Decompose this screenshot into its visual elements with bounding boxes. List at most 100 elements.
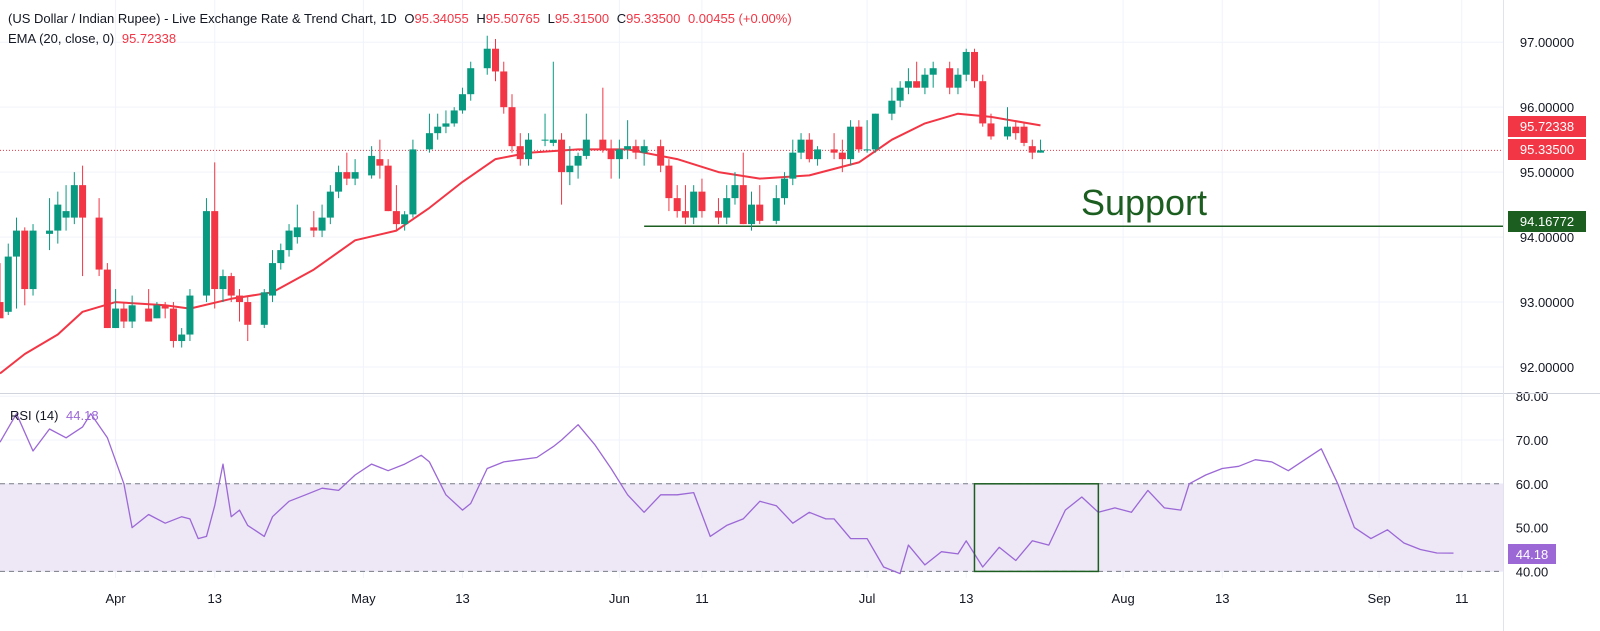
rsi-tick-label: 60.00 xyxy=(1516,477,1549,492)
rsi-line xyxy=(0,413,1454,575)
candle-body xyxy=(665,165,673,199)
chart-legend-title[interactable]: (US Dollar / Indian Rupee) - Live Exchan… xyxy=(8,11,792,26)
x-tick-label: 11 xyxy=(1455,591,1469,606)
candle-body xyxy=(962,51,970,75)
candle-body xyxy=(541,139,549,141)
candle-body xyxy=(244,302,252,325)
candle-body xyxy=(1012,126,1020,134)
candle-body xyxy=(830,149,838,153)
candle-body xyxy=(549,139,557,143)
candle-body xyxy=(558,139,566,173)
candle-body xyxy=(624,146,632,150)
candle-body xyxy=(814,149,822,160)
x-tick-label: 11 xyxy=(695,591,709,606)
rsi-value-badge-text: 44.18 xyxy=(1516,547,1549,562)
candle-body xyxy=(376,159,384,166)
candle-body xyxy=(310,227,318,231)
candle-body xyxy=(731,185,739,199)
candle-body xyxy=(483,48,491,69)
candle-body xyxy=(351,172,359,179)
candle-body xyxy=(401,214,409,225)
candle-body xyxy=(525,139,533,160)
candle-body xyxy=(62,211,70,218)
rsi-tick-label: 50.00 xyxy=(1516,521,1549,536)
low-value: 95.31500 xyxy=(554,11,610,26)
candle-body xyxy=(161,305,169,309)
candle-body xyxy=(913,81,921,88)
candle-body xyxy=(954,74,962,88)
candle-body xyxy=(343,172,351,179)
candle-body xyxy=(318,217,326,231)
candle-body xyxy=(202,211,210,296)
price-tick-label: 95.00000 xyxy=(1520,165,1574,180)
candle-body xyxy=(467,68,475,95)
candle-body xyxy=(128,305,136,322)
candle-body xyxy=(574,155,582,166)
candle-body xyxy=(434,126,442,134)
candle-body xyxy=(599,139,607,150)
last-price-badge xyxy=(1508,139,1586,160)
candle-body xyxy=(756,204,764,221)
candle-body xyxy=(178,334,186,342)
candle-body xyxy=(781,178,789,199)
candle-body xyxy=(1020,126,1028,143)
price-tick-label: 92.00000 xyxy=(1520,360,1574,375)
candle-body xyxy=(326,191,334,218)
candle-body xyxy=(21,230,29,290)
candle-body xyxy=(219,276,227,290)
candle-body xyxy=(260,292,268,325)
candle-body xyxy=(896,87,904,101)
candle-body xyxy=(714,211,722,218)
support-line-group xyxy=(0,149,1503,227)
candle-body xyxy=(516,146,524,160)
candle-body xyxy=(847,126,855,160)
open-value: 95.34055 xyxy=(414,11,469,26)
candle-body xyxy=(442,123,450,127)
candle-body xyxy=(335,172,343,192)
support-label: Support xyxy=(1081,182,1207,223)
candle-body xyxy=(269,263,277,296)
rsi-line-group xyxy=(0,413,1454,575)
candle-body xyxy=(640,146,648,153)
candle-body xyxy=(500,71,508,108)
candle-body xyxy=(293,227,301,238)
x-tick-label: 13 xyxy=(455,591,469,606)
candle-body xyxy=(797,139,805,153)
candle-body xyxy=(946,68,954,88)
close-label: C xyxy=(616,11,627,26)
rsi-tick-label: 40.00 xyxy=(1516,564,1549,579)
close-value: 95.33500 xyxy=(626,11,681,26)
candle-body xyxy=(277,250,285,264)
candle-body xyxy=(1037,150,1045,153)
candle-body xyxy=(70,185,78,218)
price-tick-label: 94.00000 xyxy=(1520,230,1574,245)
ema-legend[interactable]: EMA (20, close, 0) 95.72338 xyxy=(8,31,176,46)
candle-body xyxy=(368,155,376,176)
candle-body xyxy=(450,110,458,124)
candle-body xyxy=(698,191,706,212)
candle-body xyxy=(491,48,500,72)
ema-price-badge xyxy=(1508,116,1586,137)
candle-body xyxy=(921,74,929,88)
candle-body xyxy=(425,133,433,150)
candle-body xyxy=(54,204,62,231)
open-label: O xyxy=(404,11,415,26)
candle-body xyxy=(681,211,689,218)
candle-body xyxy=(153,305,161,319)
candle-body xyxy=(987,123,995,137)
x-tick-label: Apr xyxy=(105,591,126,606)
support-price-badge xyxy=(1508,211,1586,232)
x-tick-label: Jul xyxy=(859,591,876,606)
rsi-legend[interactable]: RSI (14) 44.18 xyxy=(10,408,99,423)
x-tick-label: 13 xyxy=(959,591,973,606)
candle-body xyxy=(458,94,466,111)
candle-body xyxy=(690,191,698,218)
candle-body xyxy=(120,308,128,322)
candle-body xyxy=(904,81,912,88)
candle-body xyxy=(29,230,37,290)
candle-body xyxy=(723,198,731,218)
rsi-legend-label: RSI (14) xyxy=(10,408,59,423)
candle-body xyxy=(970,51,978,82)
candle-body xyxy=(211,211,219,290)
